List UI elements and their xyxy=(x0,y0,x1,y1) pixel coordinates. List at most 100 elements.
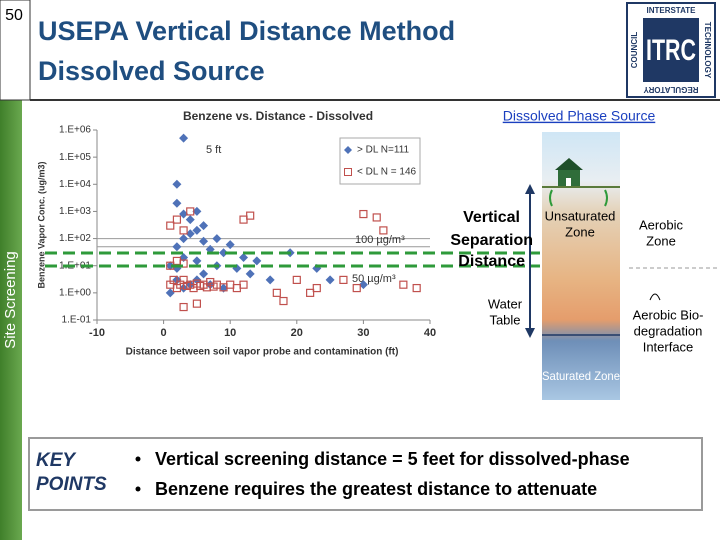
diagram-label: Table xyxy=(489,312,520,327)
point xyxy=(179,133,189,143)
title-line: USEPA Vertical Distance Method xyxy=(38,16,455,46)
point xyxy=(199,221,209,231)
diagram-label: Zone xyxy=(565,224,595,239)
diagram-title: Dissolved Phase Source xyxy=(503,108,656,124)
title-line: Dissolved Source xyxy=(38,56,265,86)
house-roof xyxy=(555,158,583,170)
y-tick-label: 1.E+03 xyxy=(59,206,91,217)
x-tick-label: 20 xyxy=(291,327,303,339)
logo: INTERSTATE REGULATORY COUNCIL TECHNOLOGY… xyxy=(626,2,716,98)
sidebar xyxy=(0,100,22,540)
point xyxy=(185,215,195,225)
number-box xyxy=(0,0,31,101)
point xyxy=(179,234,189,244)
flux-arrow xyxy=(604,189,608,207)
point xyxy=(179,259,188,268)
slide-number: 50 xyxy=(5,7,23,24)
sidebar-label: Site Screening xyxy=(2,251,19,349)
point xyxy=(239,280,248,289)
arrow-head xyxy=(525,328,535,338)
point xyxy=(252,256,262,266)
diagram-label: Aerobic xyxy=(639,217,684,232)
point xyxy=(225,240,235,250)
point xyxy=(372,213,381,222)
point xyxy=(165,261,175,271)
y-tick-label: 1.E+06 xyxy=(59,125,91,136)
key-points: KEY POINTS Vertical screening distance =… xyxy=(28,437,703,511)
y-tick-label: 1.E+00 xyxy=(59,287,91,298)
point xyxy=(246,211,255,220)
point xyxy=(352,283,361,293)
point xyxy=(179,226,188,235)
point xyxy=(219,248,229,258)
logo-text: TECHNOLOGY xyxy=(703,22,712,79)
annotation: 5 ft xyxy=(206,144,221,156)
point xyxy=(179,209,189,219)
x-axis-label: Distance between soil vapor probe and co… xyxy=(126,347,399,358)
diagram-label: Unsaturated xyxy=(545,208,616,223)
legend-swatch xyxy=(344,146,352,154)
legend-swatch xyxy=(344,168,352,176)
point xyxy=(192,225,202,235)
logo-text: COUNCIL xyxy=(630,32,639,69)
legend-label: > DL N=111 xyxy=(357,145,410,156)
logo-block xyxy=(643,18,699,82)
key-label: POINTS xyxy=(36,474,107,495)
y-axis-label: Benzene Vapor Conc. (ug/m3) xyxy=(36,161,46,288)
legend-label: < DL N = 146 xyxy=(357,167,417,178)
point xyxy=(172,215,182,224)
diagram-label: degradation xyxy=(634,323,703,338)
point xyxy=(172,198,182,208)
x-tick-label: 40 xyxy=(424,327,436,339)
point xyxy=(412,283,421,293)
chart: Benzene vs. Distance - Dissolved Distanc… xyxy=(36,109,436,357)
point xyxy=(192,206,202,216)
point xyxy=(169,275,178,285)
point xyxy=(239,253,249,263)
y-tick-label: 1.E+05 xyxy=(59,152,91,163)
point xyxy=(166,221,175,230)
reference-label: 100 µg/m³ xyxy=(355,234,405,246)
point xyxy=(272,288,281,297)
point xyxy=(359,209,368,219)
logo-text: INTERSTATE xyxy=(646,6,696,15)
point xyxy=(199,236,209,246)
y-tick-label: 1.E+01 xyxy=(59,260,91,271)
point xyxy=(358,280,368,290)
point xyxy=(192,299,201,308)
diagram-label: Distance xyxy=(458,253,525,270)
point xyxy=(399,280,408,289)
diagram-label: Aerobic Bio- xyxy=(633,307,704,322)
point xyxy=(185,229,195,239)
key-point: Benzene requires the greatest distance t… xyxy=(155,479,597,499)
key-label: KEY xyxy=(36,450,77,471)
x-tick-label: 10 xyxy=(224,327,236,339)
point xyxy=(306,288,315,297)
point xyxy=(339,275,348,285)
logo-text: REGULATORY xyxy=(643,85,699,94)
point xyxy=(192,256,202,266)
point xyxy=(312,283,321,293)
point xyxy=(186,207,195,216)
x-tick-label: 30 xyxy=(357,327,369,339)
chart-title: Benzene vs. Distance - Dissolved xyxy=(183,109,373,123)
point xyxy=(172,179,182,189)
point xyxy=(199,269,209,279)
bullet xyxy=(135,486,141,492)
soil-column xyxy=(542,132,620,400)
arrow-head xyxy=(525,184,535,194)
point xyxy=(179,302,188,312)
x-tick-label: -10 xyxy=(89,327,105,339)
diagram-label: Vertical xyxy=(463,209,520,226)
diagram-label: Water xyxy=(488,296,523,311)
y-tick-label: 1.E+04 xyxy=(59,179,91,190)
point xyxy=(165,288,175,298)
house-door xyxy=(566,178,571,186)
diagram-label: Separation xyxy=(450,232,533,249)
flux-arrow xyxy=(549,189,553,207)
point xyxy=(265,275,275,285)
diagram-label: Interface xyxy=(643,339,694,354)
point xyxy=(292,275,301,285)
reference-label: 50 µg/m³ xyxy=(352,273,396,285)
